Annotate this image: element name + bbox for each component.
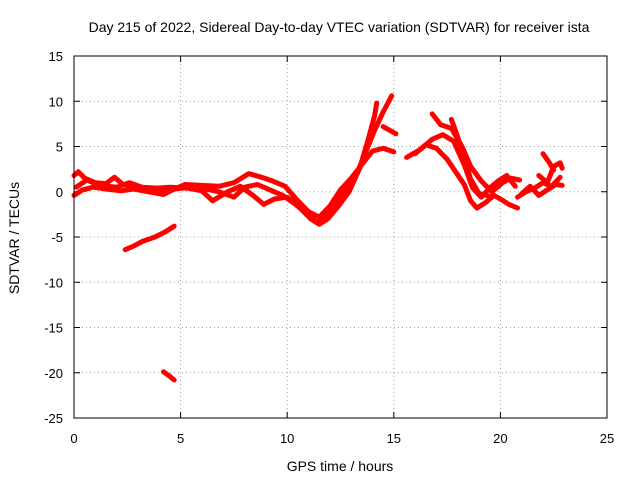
x-tick-label: 15 <box>387 431 401 446</box>
y-tick-label: -10 <box>44 275 63 290</box>
y-tick-label: 5 <box>56 140 63 155</box>
chart-title: Day 215 of 2022, Sidereal Day-to-day VTE… <box>89 19 590 35</box>
data-series <box>71 93 565 383</box>
x-tick-labels: 0 5 10 15 20 25 <box>70 431 614 446</box>
y-tick-label: -25 <box>44 411 63 426</box>
y-tick-labels: 15 10 5 0 -5 -10 -15 -20 -25 <box>44 49 63 426</box>
y-tick-label: -20 <box>44 366 63 381</box>
series-s3 <box>73 100 380 227</box>
x-tick-label: 10 <box>280 431 294 446</box>
series-s2 <box>71 93 395 225</box>
plot-frame <box>73 55 608 419</box>
series-s9 <box>429 111 523 195</box>
series-s8 <box>412 142 520 211</box>
y-tick-label: -15 <box>44 321 63 336</box>
y-axis-label: SDTVAR / TECUs <box>6 182 22 294</box>
y-tick-label: 0 <box>56 185 63 200</box>
series-s12 <box>519 182 565 198</box>
series-s4 <box>122 223 177 253</box>
series-s5 <box>161 369 177 383</box>
grid <box>73 55 608 419</box>
y-tick-label: 10 <box>49 94 63 109</box>
x-tick-label: 20 <box>493 431 507 446</box>
y-tick-label: -5 <box>51 230 63 245</box>
series-s6 <box>380 124 399 137</box>
series-s10 <box>448 116 493 199</box>
y-tick-label: 15 <box>49 49 63 64</box>
x-tick-label: 5 <box>177 431 184 446</box>
series-s1 <box>71 145 397 220</box>
x-tick-label: 25 <box>600 431 614 446</box>
series-s14 <box>540 151 557 173</box>
x-axis-label: GPS time / hours <box>287 458 394 474</box>
x-tick-label: 0 <box>70 431 77 446</box>
